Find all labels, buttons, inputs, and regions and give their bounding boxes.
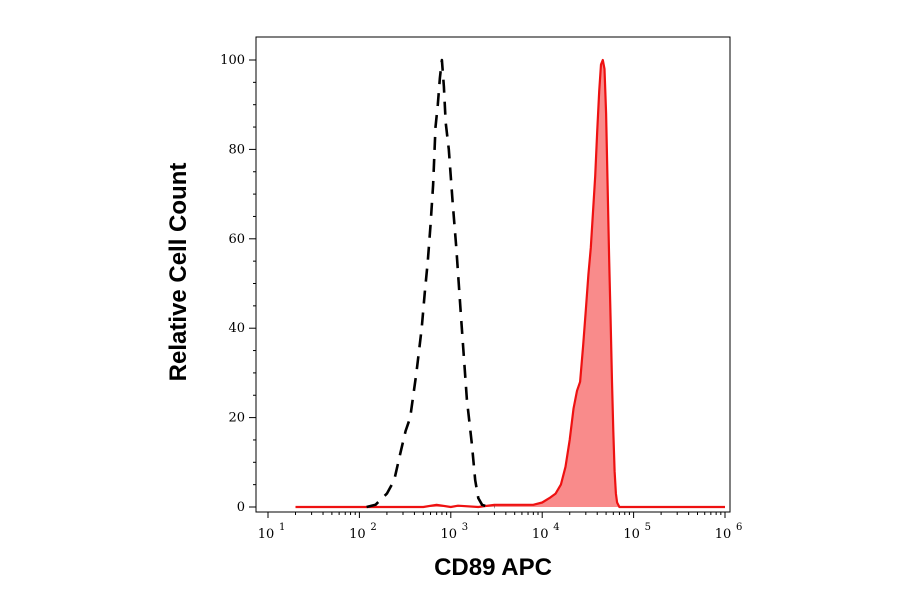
x-axis: 10 1 10 2 10 3 10 4 10 5 10 6 [258, 512, 742, 542]
x-axis-title: CD89 APC [434, 554, 552, 581]
stained-histogram-line [295, 58, 725, 509]
x-tick-exponent: 6 [736, 522, 742, 533]
x-tick-label: 10 [441, 527, 458, 542]
y-tick-label: 40 [228, 321, 245, 336]
y-axis-title: Relative Cell Count [165, 163, 192, 382]
control-histogram-dashed-line [366, 58, 495, 509]
y-tick-label: 20 [228, 411, 245, 426]
x-tick-exponent: 1 [279, 522, 285, 533]
x-tick-label: 10 [349, 527, 366, 542]
x-tick-exponent: 3 [462, 522, 468, 533]
y-tick-label: 0 [237, 500, 245, 515]
plot-frame [255, 36, 731, 513]
x-tick-label: 10 [715, 527, 732, 542]
x-tick-label: 10 [532, 527, 549, 542]
y-tick-label: 100 [220, 53, 245, 68]
x-tick-label: 10 [258, 527, 275, 542]
stained-histogram-fill [295, 60, 725, 507]
y-tick-label: 60 [228, 232, 245, 247]
x-tick-exponent: 4 [553, 522, 559, 533]
x-tick-exponent: 5 [645, 522, 651, 533]
y-tick-label: 80 [228, 142, 245, 157]
plot-area [295, 58, 725, 509]
y-axis: 0 20 40 60 80 100 [220, 53, 256, 515]
x-tick-label: 10 [623, 527, 640, 542]
x-tick-exponent: 2 [370, 522, 376, 533]
